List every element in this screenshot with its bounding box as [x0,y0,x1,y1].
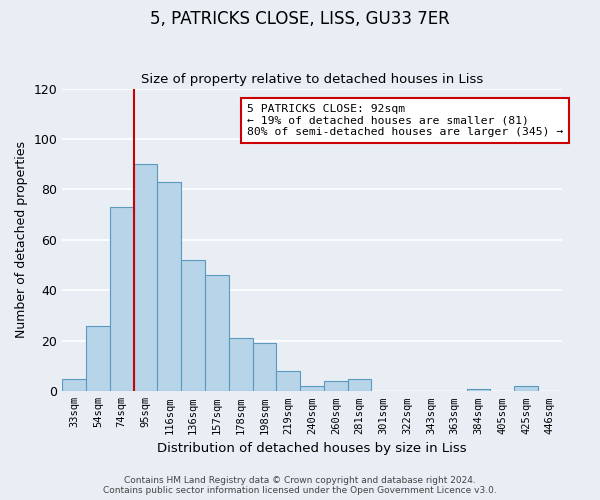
Text: 5, PATRICKS CLOSE, LISS, GU33 7ER: 5, PATRICKS CLOSE, LISS, GU33 7ER [150,10,450,28]
Bar [324,381,347,392]
Title: Size of property relative to detached houses in Liss: Size of property relative to detached ho… [141,73,483,86]
Y-axis label: Number of detached properties: Number of detached properties [15,142,28,338]
Bar [62,378,86,392]
X-axis label: Distribution of detached houses by size in Liss: Distribution of detached houses by size … [157,442,467,455]
Text: 5 PATRICKS CLOSE: 92sqm
← 19% of detached houses are smaller (81)
80% of semi-de: 5 PATRICKS CLOSE: 92sqm ← 19% of detache… [247,104,563,137]
Bar [110,207,134,392]
Bar [347,378,371,392]
Bar [467,389,490,392]
Bar [86,326,110,392]
Bar [134,164,157,392]
Bar [277,371,300,392]
Bar [181,260,205,392]
Bar [229,338,253,392]
Text: Contains HM Land Registry data © Crown copyright and database right 2024.
Contai: Contains HM Land Registry data © Crown c… [103,476,497,495]
Bar [253,344,277,392]
Bar [514,386,538,392]
Bar [205,276,229,392]
Bar [157,182,181,392]
Bar [300,386,324,392]
